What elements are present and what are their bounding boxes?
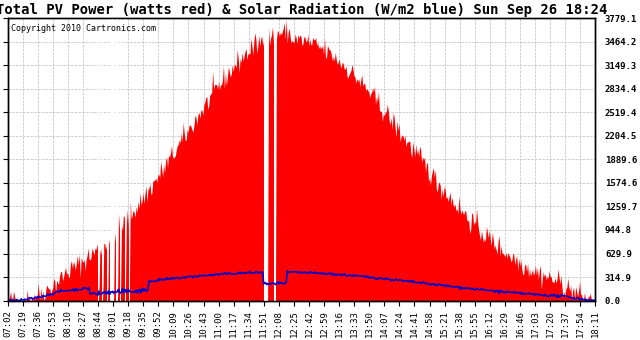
Bar xyxy=(98,18,99,301)
Bar xyxy=(264,18,268,301)
Bar xyxy=(107,18,108,301)
Bar xyxy=(111,18,114,301)
Bar xyxy=(275,18,276,301)
Title: Total PV Power (watts red) & Solar Radiation (W/m2 blue) Sun Sep 26 18:24: Total PV Power (watts red) & Solar Radia… xyxy=(0,3,607,17)
Bar xyxy=(116,18,118,301)
Bar xyxy=(102,18,104,301)
Bar xyxy=(120,18,121,301)
Bar xyxy=(129,18,130,301)
Text: Copyright 2010 Cartronics.com: Copyright 2010 Cartronics.com xyxy=(11,24,156,33)
